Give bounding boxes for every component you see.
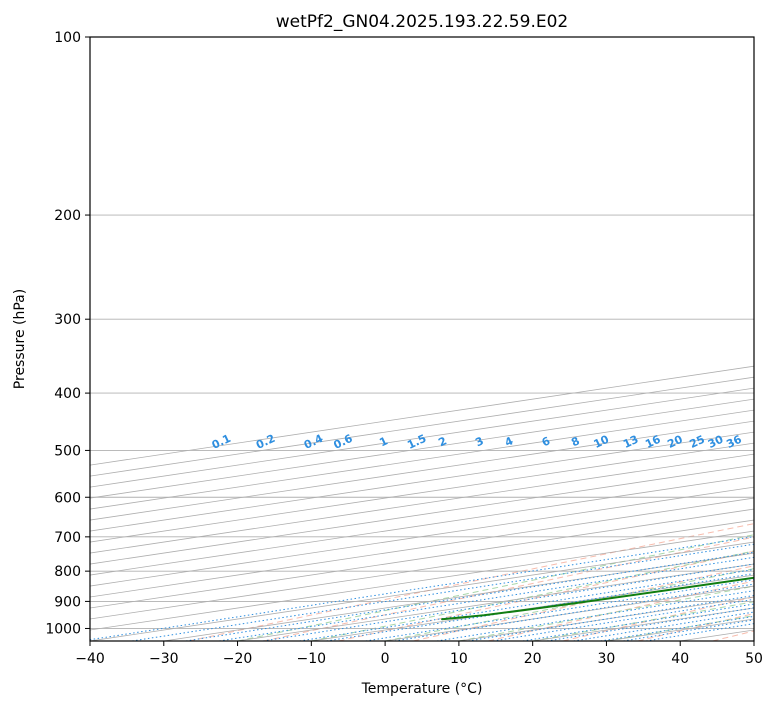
mixing-ratio-line	[219, 556, 754, 641]
mixing-ratio-line	[522, 603, 754, 641]
x-tick-label: −10	[297, 651, 327, 667]
mixing-ratio-label: 13	[621, 433, 640, 451]
y-axis-label: Pressure (hPa)	[12, 289, 28, 389]
mixing-ratio-label: 30	[706, 433, 726, 451]
mixing-ratio-line	[492, 598, 754, 641]
isotherm-line	[90, 442, 754, 543]
y-tick-label: 300	[54, 312, 81, 328]
y-tick-label: 500	[54, 443, 81, 459]
y-tick-label: 700	[54, 530, 81, 546]
isotherm-line	[90, 453, 754, 554]
x-axis: −40 −30 −20 −10 0 10 20 30 40 50	[75, 641, 763, 667]
x-tick-label: −30	[149, 651, 179, 667]
y-tick-label: 400	[54, 386, 81, 402]
x-tick-label: −20	[223, 651, 253, 667]
x-tick-label: −40	[75, 651, 105, 667]
mixing-ratio-label: 16	[643, 433, 663, 451]
y-tick-label: 200	[54, 208, 81, 224]
mixing-ratio-line	[132, 543, 754, 641]
mixing-ratio-line	[90, 536, 754, 641]
y-tick-label: 600	[54, 490, 81, 506]
y-axis: 100 200 300 400 500 600 700 800 900 1000	[45, 30, 90, 637]
y-tick-label: 800	[54, 564, 81, 580]
isotherms	[90, 365, 754, 641]
mixing-ratio-label: 20	[665, 433, 685, 451]
mixing-ratio-line	[573, 611, 754, 641]
isotherm-line	[90, 464, 754, 565]
x-tick-label: 40	[671, 651, 689, 667]
isotherm-line	[90, 508, 754, 609]
isotherm-line	[90, 475, 754, 576]
isotherm-line	[90, 519, 754, 620]
mixing-ratio-lines	[90, 536, 754, 641]
isotherm-line	[90, 530, 754, 631]
y-tick-label: 100	[54, 30, 81, 46]
mixing-ratio-line	[468, 594, 754, 641]
mixing-ratio-label: 10	[592, 433, 612, 451]
mixing-ratio-label: 25	[688, 433, 707, 451]
pressure-gridlines	[90, 37, 754, 629]
dry-adiabat-line	[188, 523, 754, 641]
y-tick-label: 1000	[45, 621, 81, 637]
isotherm-line	[90, 497, 754, 598]
plot-frame	[89, 36, 755, 642]
x-tick-label: 0	[381, 651, 390, 667]
x-axis-label: Temperature (°C)	[361, 681, 483, 697]
x-tick-label: 30	[598, 651, 616, 667]
x-tick-label: 10	[450, 651, 468, 667]
isotherm-line	[90, 486, 754, 587]
moist-adiabat-line	[458, 585, 754, 641]
chart-title: wetPf2_GN04.2025.193.22.59.E02	[276, 12, 568, 32]
x-tick-label: 20	[524, 651, 542, 667]
mixing-ratio-line	[546, 607, 754, 641]
y-tick-label: 900	[54, 594, 81, 610]
mixing-ratio-label: 36	[724, 433, 744, 451]
x-tick-label: 50	[745, 651, 763, 667]
